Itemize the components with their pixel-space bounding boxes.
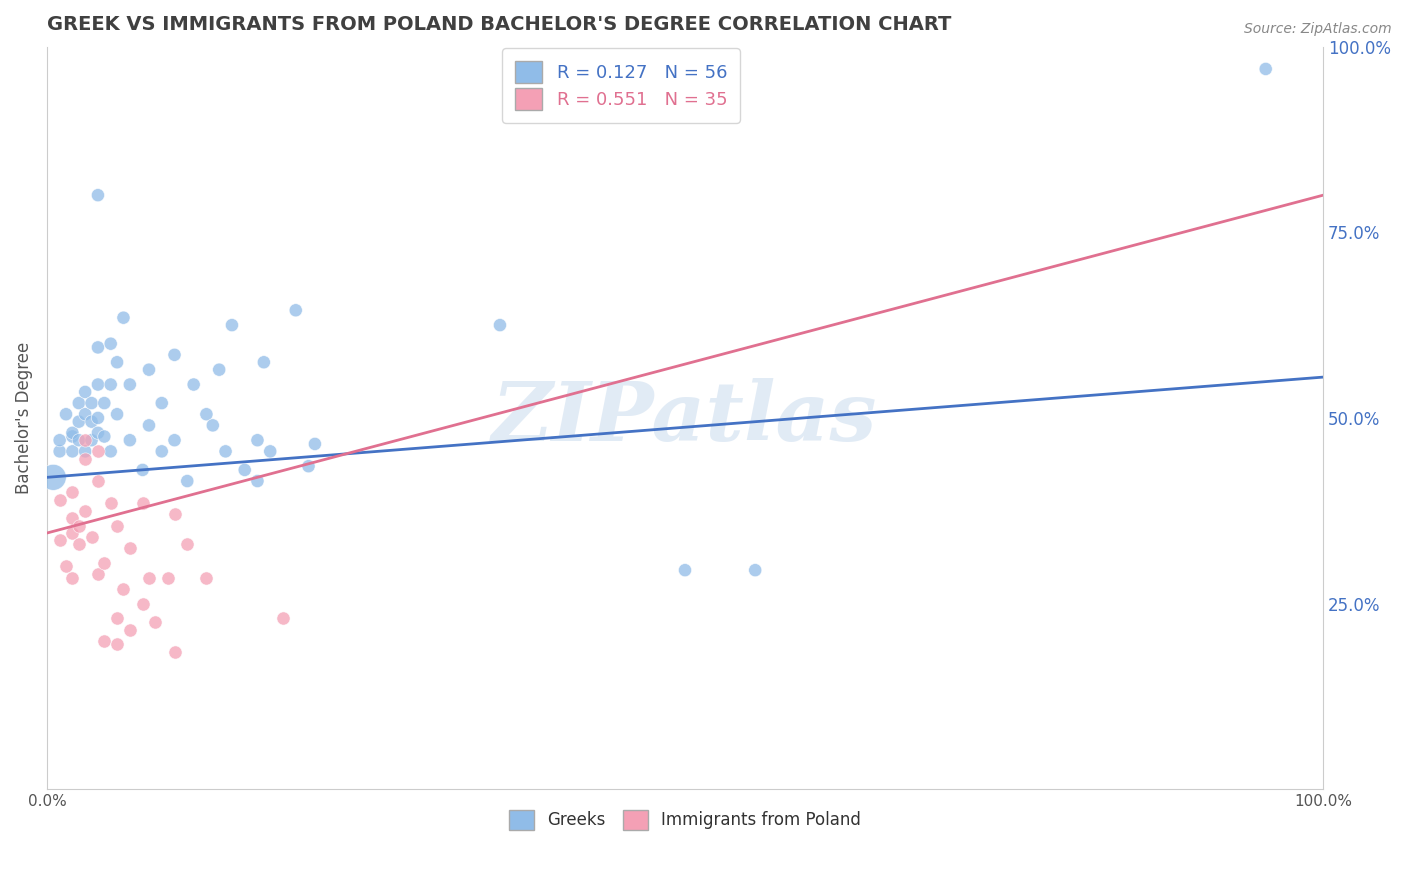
- Point: [138, 418, 160, 433]
- Point: [246, 474, 269, 488]
- Point: [271, 611, 294, 625]
- Point: [48, 444, 70, 458]
- Point: [195, 571, 218, 585]
- Point: [214, 444, 236, 458]
- Point: [489, 318, 512, 332]
- Point: [100, 377, 122, 392]
- Point: [80, 434, 103, 448]
- Y-axis label: Bachelor's Degree: Bachelor's Degree: [15, 342, 32, 494]
- Point: [163, 348, 186, 362]
- Point: [48, 533, 70, 548]
- Point: [100, 496, 122, 510]
- Point: [93, 633, 115, 648]
- Point: [67, 434, 90, 448]
- Point: [105, 407, 128, 421]
- Point: [157, 571, 180, 585]
- Point: [176, 474, 198, 488]
- Point: [138, 571, 160, 585]
- Point: [67, 396, 90, 410]
- Text: ZIPatlas: ZIPatlas: [492, 378, 877, 458]
- Point: [67, 518, 90, 533]
- Point: [163, 508, 186, 522]
- Point: [75, 384, 97, 399]
- Point: [131, 496, 153, 510]
- Text: Source: ZipAtlas.com: Source: ZipAtlas.com: [1244, 22, 1392, 37]
- Point: [62, 571, 84, 585]
- Point: [105, 518, 128, 533]
- Point: [150, 444, 173, 458]
- Point: [55, 559, 77, 574]
- Point: [67, 537, 90, 551]
- Point: [744, 563, 766, 577]
- Point: [201, 418, 224, 433]
- Point: [75, 504, 97, 518]
- Point: [208, 362, 231, 376]
- Point: [112, 582, 135, 596]
- Point: [42, 470, 65, 484]
- Point: [118, 541, 141, 555]
- Point: [87, 425, 110, 440]
- Point: [221, 318, 243, 332]
- Point: [118, 377, 141, 392]
- Point: [163, 645, 186, 659]
- Point: [48, 434, 70, 448]
- Point: [87, 377, 110, 392]
- Text: GREEK VS IMMIGRANTS FROM POLAND BACHELOR'S DEGREE CORRELATION CHART: GREEK VS IMMIGRANTS FROM POLAND BACHELOR…: [46, 15, 952, 34]
- Point: [284, 303, 307, 318]
- Point: [163, 434, 186, 448]
- Point: [87, 444, 110, 458]
- Point: [93, 556, 115, 570]
- Point: [87, 566, 110, 581]
- Point: [145, 615, 167, 629]
- Point: [176, 537, 198, 551]
- Point: [62, 485, 84, 500]
- Point: [87, 474, 110, 488]
- Point: [131, 597, 153, 611]
- Point: [100, 444, 122, 458]
- Point: [62, 444, 84, 458]
- Point: [297, 459, 319, 474]
- Point: [233, 463, 256, 477]
- Point: [246, 434, 269, 448]
- Point: [75, 444, 97, 458]
- Point: [62, 429, 84, 443]
- Point: [75, 407, 97, 421]
- Point: [304, 437, 326, 451]
- Point: [105, 611, 128, 625]
- Point: [75, 434, 97, 448]
- Point: [62, 511, 84, 525]
- Point: [62, 526, 84, 541]
- Point: [118, 623, 141, 637]
- Point: [259, 444, 281, 458]
- Point: [80, 396, 103, 410]
- Point: [80, 415, 103, 429]
- Point: [87, 188, 110, 202]
- Point: [87, 411, 110, 425]
- Point: [118, 434, 141, 448]
- Point: [131, 463, 153, 477]
- Point: [93, 396, 115, 410]
- Point: [138, 362, 160, 376]
- Point: [80, 530, 103, 544]
- Point: [253, 355, 276, 369]
- Point: [105, 355, 128, 369]
- Point: [75, 451, 97, 466]
- Point: [67, 415, 90, 429]
- Point: [55, 407, 77, 421]
- Point: [87, 340, 110, 354]
- Point: [150, 396, 173, 410]
- Point: [112, 310, 135, 325]
- Legend: Greeks, Immigrants from Poland: Greeks, Immigrants from Poland: [502, 803, 868, 837]
- Point: [48, 492, 70, 507]
- Point: [105, 637, 128, 651]
- Point: [673, 563, 696, 577]
- Point: [93, 429, 115, 443]
- Point: [183, 377, 205, 392]
- Point: [100, 336, 122, 351]
- Point: [195, 407, 218, 421]
- Point: [62, 425, 84, 440]
- Point: [1254, 62, 1277, 76]
